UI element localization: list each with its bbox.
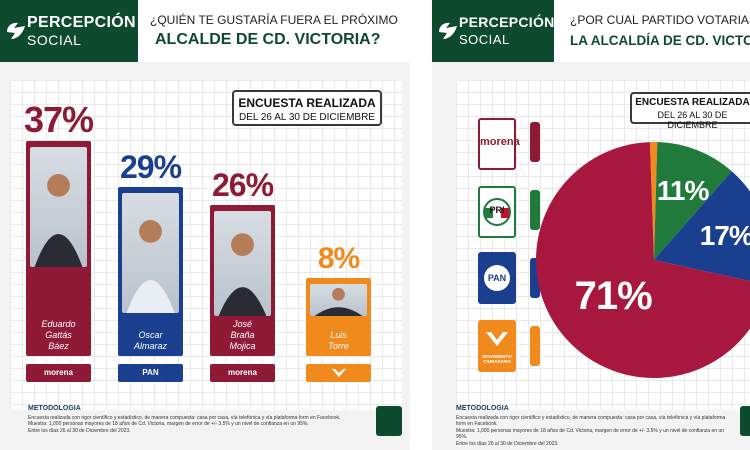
candidate-name-line: Torre — [328, 341, 349, 351]
pan-logo-text: PAN — [487, 273, 507, 283]
question-line-1: ¿QUIÉN TE GUSTARÍA FUERA EL PRÓXIMO — [150, 13, 398, 27]
person-icon — [314, 287, 363, 316]
brand-name-bottom: SOCIAL — [27, 32, 82, 48]
candidate-name-line: Báez — [48, 341, 69, 351]
pie-value-label: 11% — [656, 175, 709, 207]
pie-slice-mc — [649, 142, 658, 260]
brand-icon — [439, 22, 457, 39]
party-chip — [306, 364, 371, 382]
morena-logo-text: morena — [480, 136, 520, 148]
pan-icon — [484, 265, 510, 291]
mc-bar — [530, 326, 540, 366]
morena-bar — [530, 122, 540, 162]
candidate-name-line: Almaraz — [133, 341, 167, 351]
candidate-photo — [122, 193, 179, 314]
candidate-name-line: Gattás — [45, 330, 72, 340]
pri-bar — [530, 190, 540, 230]
candidate-name-line: Luis — [330, 330, 347, 340]
pan-logo: PAN — [478, 252, 516, 304]
value-label: 8% — [317, 242, 360, 275]
brand-name-bottom: SOCIAL — [459, 32, 510, 47]
pri-logo-text: PRI — [489, 205, 505, 215]
methodology-line: Entre los días 26 al 30 de Diciembre del… — [28, 427, 131, 434]
candidate-photo — [214, 210, 271, 316]
pri-icon — [483, 198, 511, 226]
pie-slice-morena — [536, 142, 750, 378]
badge-dates: DEL 26 AL 30 DE DICIEMBRE — [239, 112, 375, 123]
pie-value-label: 71% — [574, 273, 653, 318]
pie-slice-pri — [654, 142, 732, 260]
candidate-name: Oscar Almaraz — [118, 330, 183, 352]
brand-name-top: PERCEPCIÓN — [27, 14, 136, 31]
methodology-title: METODOLOGIA — [456, 405, 509, 412]
candidate-name-line: Oscar — [138, 330, 163, 340]
brand-square — [740, 406, 750, 436]
candidate-name-line: José — [232, 319, 252, 329]
survey-badge: ENCUESTA REALIZADA DEL 26 AL 30 DE DICIE… — [232, 90, 382, 126]
methodology-title: METODOLOGIA — [28, 405, 81, 412]
candidate-name-line: Mojica — [229, 341, 256, 351]
methodology: METODOLOGIA Encuesta realizada con rigor… — [28, 405, 373, 434]
brand-logo: PERCEPCIÓN SOCIAL — [432, 0, 554, 62]
person-icon — [126, 220, 175, 314]
candidate-name: Eduardo Gattás Báez — [26, 319, 91, 352]
candidate-photo — [30, 147, 87, 267]
methodology-line: Encuesta realizada con rigor científico … — [28, 414, 341, 421]
brand-square — [376, 406, 402, 436]
eagle-icon — [331, 369, 346, 377]
methodology-line: Muestra: 1,000 personas mayores de 18 añ… — [28, 421, 309, 427]
party-chip: morena — [210, 364, 275, 382]
mc-logo: MOVIMIENTO CIUDADANO — [478, 320, 516, 372]
eagle-icon — [486, 332, 508, 346]
person-icon — [34, 174, 83, 267]
mc-logo-text: MOVIMIENTO CIUDADANO — [482, 354, 512, 364]
candidate-name-line: Braña — [230, 330, 255, 340]
candidate-name: José Braña Mojica — [210, 319, 275, 352]
pri-logo: PRI — [478, 186, 516, 238]
question-line-2: ALCALDE DE CD. VICTORIA? — [155, 31, 381, 48]
header: PERCEPCIÓN SOCIAL ¿QUIÉN TE GUSTARÍA FUE… — [0, 0, 410, 62]
methodology: METODOLOGIA Encuesta realizada con rigor… — [456, 405, 736, 447]
pie-slice-pan — [654, 171, 750, 282]
candidate-name: Luis Torre — [306, 330, 371, 352]
methodology-line: Entre los días 26 al 30 de Diciembre del… — [456, 440, 559, 447]
pie-svg — [536, 142, 750, 378]
brand-logo: PERCEPCIÓN SOCIAL — [0, 0, 138, 62]
methodology-line: Encuesta realizada con rigor científico … — [456, 414, 726, 428]
morena-logo: morena — [478, 118, 520, 170]
methodology-line: Muestra: 1,000 personas mayores de 18 añ… — [456, 427, 724, 441]
candidate-poll-panel: PERCEPCIÓN SOCIAL ¿QUIÉN TE GUSTARÍA FUE… — [0, 0, 410, 450]
survey-badge: ENCUESTA REALIZADA DEL 26 AL 30 DE DICIE… — [630, 92, 750, 130]
candidate-photo — [310, 284, 367, 316]
header: PERCEPCIÓN SOCIAL ¿POR CUAL PARTIDO VOTA… — [432, 0, 750, 62]
party-chip: PAN — [118, 364, 183, 382]
badge-dates: DEL 26 AL 30 DE DICIEMBRE — [657, 110, 728, 130]
pan-bar — [530, 258, 540, 298]
party-poll-panel: PERCEPCIÓN SOCIAL ¿POR CUAL PARTIDO VOTA… — [432, 0, 750, 450]
pie-value-label: 17% — [699, 220, 750, 252]
brand-icon — [7, 22, 25, 39]
party-chip: morena — [26, 364, 91, 382]
badge-title: ENCUESTA REALIZADA — [635, 97, 750, 108]
brand-name-top: PERCEPCIÓN — [459, 14, 555, 30]
question-line-2: LA ALCALDÍA DE CD. VICTORI — [570, 33, 750, 48]
person-icon — [218, 233, 267, 316]
value-label: 26% — [211, 166, 274, 203]
badge-title: ENCUESTA REALIZADA — [238, 96, 376, 110]
value-label: 29% — [119, 149, 182, 186]
question-line-1: ¿POR CUAL PARTIDO VOTARIAS PA — [570, 13, 750, 27]
candidate-name-line: Eduardo — [41, 319, 76, 329]
value-label: 37% — [23, 99, 94, 140]
